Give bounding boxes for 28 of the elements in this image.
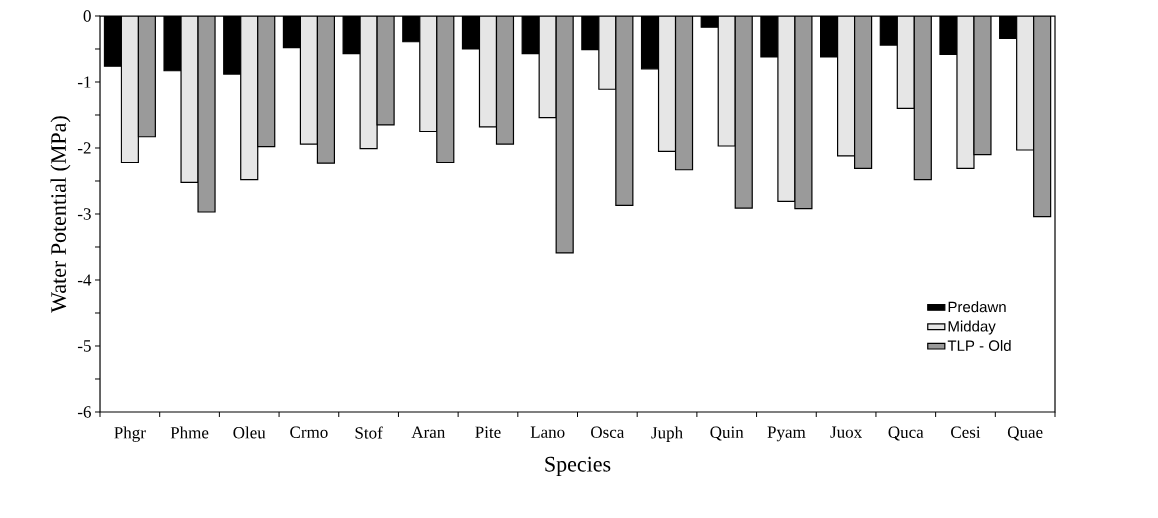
x-tick-label: Phme [170,426,209,439]
x-tick-label: Stof [355,426,383,439]
x-tick-label: Phgr [114,426,146,442]
y-tick-label: -4 [77,274,92,286]
x-tick-label: Quae [1007,426,1043,441]
x-tick-label: Lano [530,426,565,438]
x-tick-label: Quca [888,426,924,441]
x-tick-label: Pite [475,426,501,438]
legend-label: Midday [948,320,996,335]
x-tick-label: Crmo [290,426,328,438]
y-axis-title: Water Potential (MPa) [50,116,71,313]
y-tick-label: -3 [77,208,91,220]
y-tick-label: 0 [83,10,91,22]
x-tick-label: Cesi [951,426,981,438]
x-tick-label: Quin [710,426,744,441]
x-tick-label: Aran [411,426,446,438]
x-tick-label: Juox [830,426,862,438]
y-tick-label: -5 [77,340,91,352]
legend-label: TLP - Old [947,339,1011,351]
legend-label: Predawn [948,301,1006,313]
x-tick-label: Pyam [767,426,806,442]
x-tick-label: Osca [591,426,625,438]
y-tick-label: -2 [77,142,91,154]
x-axis-title: Species [545,456,611,477]
x-tick-label: Oleu [233,426,266,439]
y-tick-label: -1 [77,76,91,88]
y-tick-label: -6 [77,406,91,418]
x-tick-label: Juph [651,426,683,442]
